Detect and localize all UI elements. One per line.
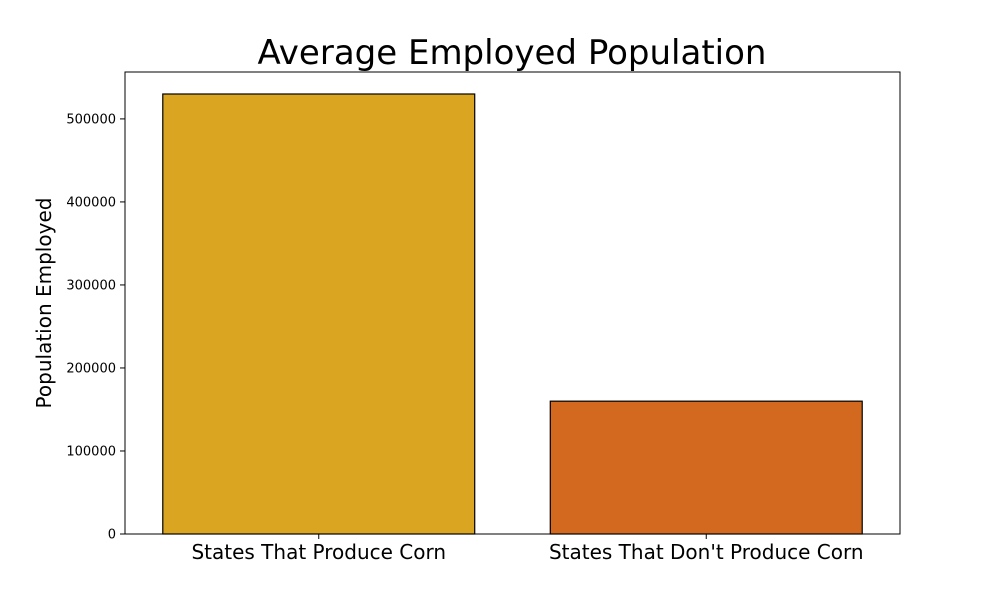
plot-area: States That Produce Corn States That Don'… — [66, 71, 901, 564]
x-tick-label: States That Produce Corn — [191, 540, 446, 564]
y-tick-label: 500000 — [66, 112, 116, 127]
bar-2 — [549, 400, 863, 535]
y-tick-label: 200000 — [66, 361, 116, 376]
y-tick-label: 400000 — [66, 195, 116, 210]
x-tick-label: States That Don't Produce Corn — [549, 540, 864, 564]
bar-1 — [162, 93, 476, 535]
y-tick-label: 100000 — [66, 444, 116, 459]
y-axis-label: Population Employed — [32, 198, 56, 409]
y-tick-label: 0 — [108, 528, 116, 543]
plot-frame — [124, 71, 901, 535]
y-tick-label: 300000 — [66, 278, 116, 293]
chart-title: Average Employed Population — [258, 33, 767, 73]
